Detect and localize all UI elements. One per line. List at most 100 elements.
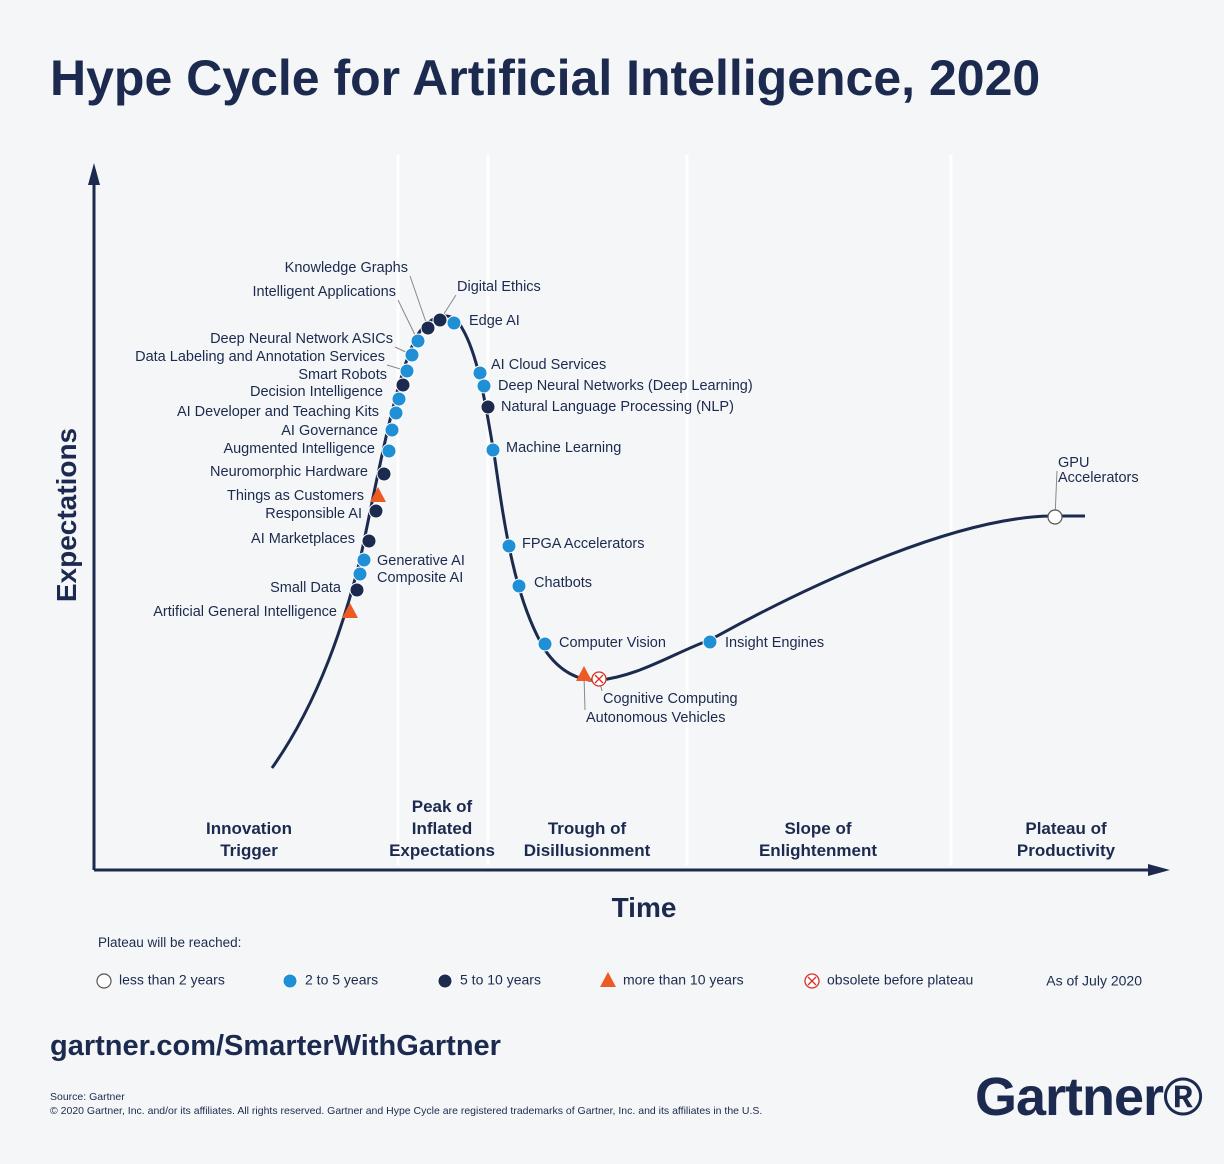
node-label: Intelligent Applications — [253, 284, 397, 300]
node-label: Composite AI — [377, 570, 463, 586]
node-label: Deep Neural Network ASICs — [210, 331, 393, 347]
node-label: Cognitive Computing — [603, 691, 738, 707]
marker-light — [501, 538, 517, 554]
legend-title: Plateau will be reached: — [98, 935, 241, 950]
marker-light — [391, 391, 407, 407]
node-label: Small Data — [270, 580, 342, 596]
node-label: AI Governance — [281, 423, 378, 439]
node-label: Things as Customers — [227, 488, 364, 504]
node-label: Computer Vision — [559, 635, 666, 651]
x-arrow — [1148, 864, 1170, 876]
node-label: Insight Engines — [725, 635, 824, 651]
title: Hype Cycle for Artificial Intelligence, … — [50, 50, 1040, 106]
marker-light — [485, 442, 501, 458]
logo: Gartner® — [975, 1067, 1202, 1127]
marker-cross — [594, 674, 604, 684]
node-label: Digital Ethics — [457, 279, 541, 295]
node-label: Artificial General Intelligence — [153, 604, 337, 620]
marker-dark — [437, 973, 453, 989]
leader-line — [1054, 470, 1058, 518]
node-label: AI Cloud Services — [491, 357, 606, 373]
marker-light — [511, 578, 527, 594]
phase-label: Inflated — [412, 819, 472, 838]
marker-light — [384, 422, 400, 438]
marker-triangle — [600, 972, 616, 987]
marker-dark — [361, 533, 377, 549]
url: gartner.com/SmarterWithGartner — [50, 1030, 501, 1062]
marker-light — [537, 636, 553, 652]
axes — [88, 163, 1170, 876]
node-label: AI Marketplaces — [251, 531, 355, 547]
leader-line — [409, 275, 429, 329]
node-label: Responsible AI — [265, 506, 362, 522]
node-label: Machine Learning — [506, 440, 621, 456]
phase-label: Peak of — [412, 797, 473, 816]
phase-dividers — [396, 155, 953, 865]
marker-open — [1047, 509, 1063, 525]
phase-label: Trough of — [548, 819, 627, 838]
phase-label: Expectations — [389, 841, 495, 860]
source: Source: Gartner — [50, 1091, 125, 1103]
marker-dark — [480, 399, 496, 415]
phase-label: Trigger — [220, 841, 278, 860]
marker-triangle — [576, 666, 592, 681]
node-label: Deep Neural Networks (Deep Learning) — [498, 378, 753, 394]
y-arrow — [88, 163, 100, 185]
node-label: Natural Language Processing (NLP) — [501, 399, 734, 415]
node-label: Generative AI — [377, 553, 465, 569]
node-label: FPGA Accelerators — [522, 536, 645, 552]
legend-label: obsolete before plateau — [827, 972, 973, 988]
marker-obsolete — [804, 973, 820, 989]
marker-dark — [395, 377, 411, 393]
phase-label: Disillusionment — [524, 841, 651, 860]
node-label: Augmented Intelligence — [223, 441, 375, 457]
marker-dark — [349, 582, 365, 598]
marker-cross — [807, 976, 817, 986]
marker-light — [446, 315, 462, 331]
node-label: AI Developer and Teaching Kits — [177, 404, 379, 420]
copyright: © 2020 Gartner, Inc. and/or its affiliat… — [50, 1105, 762, 1117]
marker-light — [410, 333, 426, 349]
marker-light — [282, 973, 298, 989]
legend-label: 2 to 5 years — [305, 972, 378, 988]
marker-dark — [420, 320, 436, 336]
node-label: Accelerators — [1058, 470, 1139, 486]
phase-label: Plateau of — [1025, 819, 1107, 838]
phase-label: Productivity — [1017, 841, 1116, 860]
legend-label: less than 2 years — [119, 972, 225, 988]
x-axis-title: Time — [612, 892, 677, 923]
node-label: Neuromorphic Hardware — [210, 464, 368, 480]
node-label: Autonomous Vehicles — [586, 710, 725, 726]
node-label: Decision Intelligence — [250, 384, 383, 400]
node-label: Data Labeling and Annotation Services — [135, 349, 385, 365]
marker-light — [404, 347, 420, 363]
marker-light — [476, 378, 492, 394]
node-label: Knowledge Graphs — [285, 260, 408, 276]
marker-light — [702, 634, 718, 650]
marker-dark — [368, 503, 384, 519]
marker-dark — [376, 466, 392, 482]
leader-line — [397, 299, 419, 342]
marker-light — [472, 365, 488, 381]
phase-label: Slope of — [784, 819, 851, 838]
marker-obsolete — [591, 671, 607, 687]
marker-light — [381, 443, 397, 459]
node-label: Smart Robots — [298, 367, 387, 383]
marker-light — [356, 552, 372, 568]
legend-label: more than 10 years — [623, 972, 744, 988]
legend-label: 5 to 10 years — [460, 972, 541, 988]
node-label: Edge AI — [469, 313, 520, 329]
node-label: GPU — [1058, 455, 1089, 471]
phase-label: Enlightenment — [759, 841, 877, 860]
marker-triangle — [370, 487, 386, 502]
marker-open — [96, 973, 112, 989]
node-label: Chatbots — [534, 575, 592, 591]
marker-light — [352, 566, 368, 582]
marker-light — [388, 405, 404, 421]
phase-label: Innovation — [206, 819, 292, 838]
as-of: As of July 2020 — [1046, 973, 1142, 989]
marker-light — [399, 363, 415, 379]
marker-dark — [432, 312, 448, 328]
